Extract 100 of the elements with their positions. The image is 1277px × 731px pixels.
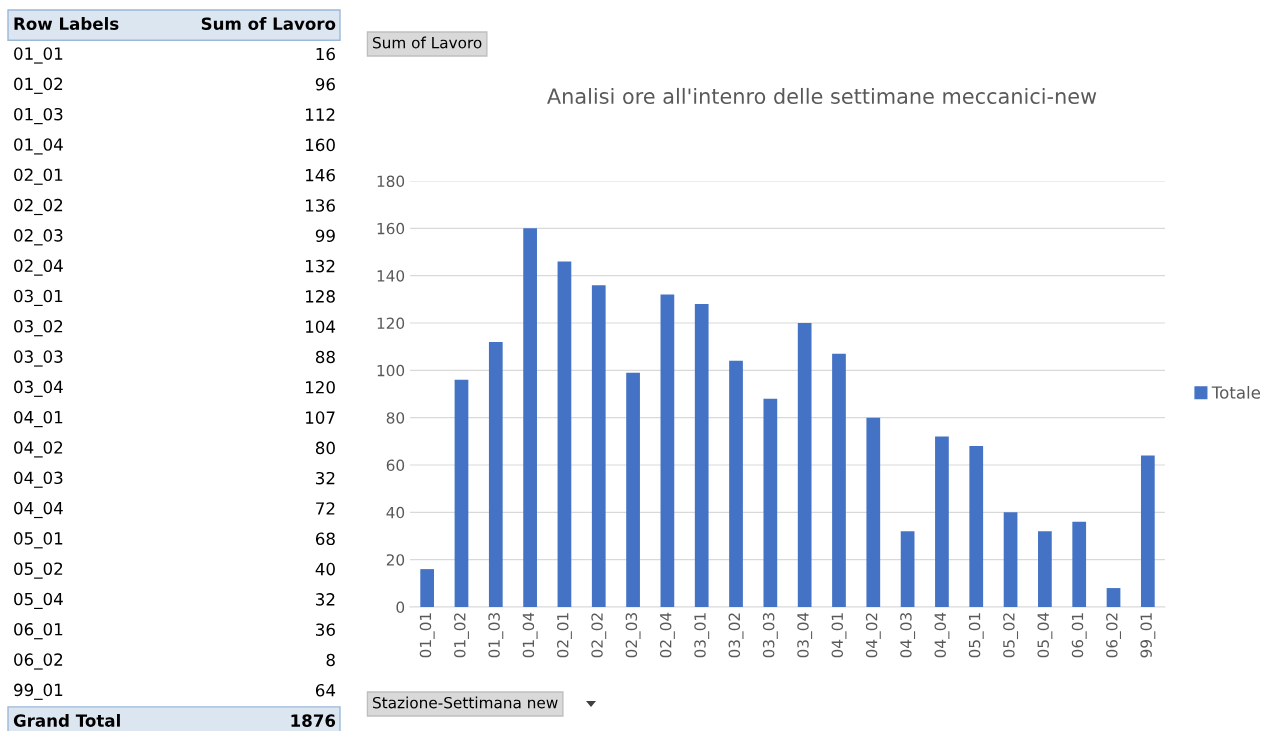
x-tick-label: 05_04: [1037, 612, 1053, 658]
bar: [900, 531, 915, 607]
text: 06_02: [14, 653, 63, 670]
x-tick-label: 02_01: [556, 613, 572, 658]
text: 32: [316, 471, 335, 485]
text: 104: [306, 320, 336, 333]
x-tick-label: 02_02: [591, 613, 607, 658]
text: 04_03: [14, 471, 63, 488]
x-tick-label: 04_03: [900, 613, 916, 658]
x-tick-label: 01_02: [454, 613, 469, 658]
y-tick-label: 100: [377, 364, 405, 377]
text: 02_04: [14, 259, 63, 276]
text: 146: [306, 168, 335, 182]
text: 32: [316, 593, 335, 606]
x-tick-label: 01_01: [419, 613, 435, 658]
text: 01_03: [14, 107, 63, 125]
legend-label: Totale: [1211, 385, 1261, 399]
x-tick-label: 02_03: [625, 613, 641, 658]
text: 64: [315, 683, 336, 697]
bar: [454, 379, 469, 607]
y-tick-label: 0: [396, 601, 405, 614]
x-tick-label: 06_02: [1106, 613, 1121, 658]
x-tick-label: 06_01: [1071, 613, 1087, 658]
bar: [660, 294, 675, 607]
x-tick-label: 05_01: [968, 613, 984, 658]
y-tick-label: 40: [386, 506, 405, 519]
bar: [1072, 521, 1087, 607]
text: 03_04: [14, 380, 63, 397]
text: 05_04: [14, 592, 63, 609]
bar: [694, 304, 709, 607]
text: 02_02: [14, 198, 63, 216]
x-tick-label: 03_02: [728, 613, 744, 658]
bar: [591, 285, 606, 607]
text: 8: [326, 653, 335, 667]
text: 02_01: [14, 168, 63, 185]
bar: [729, 360, 743, 607]
text: 96: [315, 77, 335, 91]
x-tick-label: 01_03: [488, 613, 504, 658]
text: 01_02: [14, 77, 63, 94]
text: 04_02: [14, 441, 63, 458]
text: 68: [315, 532, 335, 546]
bar: [1038, 531, 1052, 607]
text: 04_01: [14, 410, 63, 428]
y-tick-label: 180: [377, 175, 405, 188]
text: 88: [315, 350, 335, 364]
text: 132: [306, 259, 335, 273]
bar: [1106, 588, 1121, 607]
x-tick-label: 04_01: [831, 613, 847, 658]
bar: [1140, 455, 1155, 607]
text: 136: [306, 199, 335, 212]
text: 03_02: [14, 320, 63, 337]
bar: [797, 323, 812, 607]
bar: [523, 228, 537, 607]
text: Grand Total: [13, 713, 120, 727]
text: Sum of Lavoro: [201, 17, 336, 30]
bar: [969, 446, 984, 607]
x-tick-label: 04_04: [934, 612, 950, 658]
chart-title: Analisi ore all'intenro delle settimane meccanici-new: [547, 87, 1097, 105]
x-tick-label: 02_04: [659, 612, 675, 658]
text: 99_01: [14, 683, 63, 700]
text: 36: [316, 623, 335, 636]
text: 120: [306, 380, 335, 394]
bar: [488, 341, 503, 607]
text: 107: [306, 411, 335, 424]
bar: [866, 417, 881, 607]
text: Sum of Lavoro: [373, 36, 482, 49]
text: 01_01: [14, 47, 63, 64]
bar: [557, 261, 572, 607]
bar: [626, 372, 640, 607]
text: Stazione-Settimana new: [373, 696, 558, 709]
text: 160: [306, 138, 335, 152]
text: 40: [315, 562, 335, 576]
text: 05_02: [14, 562, 63, 579]
text: 01_04: [14, 138, 63, 155]
text: 99: [315, 229, 335, 243]
text: 04_04: [14, 501, 63, 519]
y-tick-label: 20: [386, 554, 405, 566]
bar: [420, 569, 435, 607]
y-tick-label: 160: [377, 222, 405, 235]
text: 1876: [291, 714, 336, 727]
text: 03_03: [14, 350, 63, 367]
bar: [763, 398, 778, 607]
y-tick-label: 80: [386, 412, 405, 424]
text: 02_03: [14, 229, 63, 246]
text: 05_01: [14, 532, 63, 549]
y-tick-label: 140: [377, 270, 405, 282]
x-tick-label: 03_04: [797, 612, 813, 658]
x-tick-label: 03_03: [762, 613, 778, 658]
text: 80: [315, 441, 335, 455]
text: Row Labels: [14, 17, 119, 30]
x-tick-label: 03_01: [694, 613, 710, 658]
y-tick-label: 60: [386, 459, 405, 472]
x-tick-label: 01_04: [522, 612, 538, 658]
text: 03_01: [14, 289, 63, 306]
y-tick-label: 120: [377, 317, 405, 330]
text: 128: [306, 290, 335, 303]
x-tick-label: 04_02: [865, 613, 881, 658]
x-tick-label: 05_02: [1003, 613, 1019, 658]
bar: [935, 436, 949, 607]
x-tick-label: 99_01: [1140, 613, 1156, 658]
